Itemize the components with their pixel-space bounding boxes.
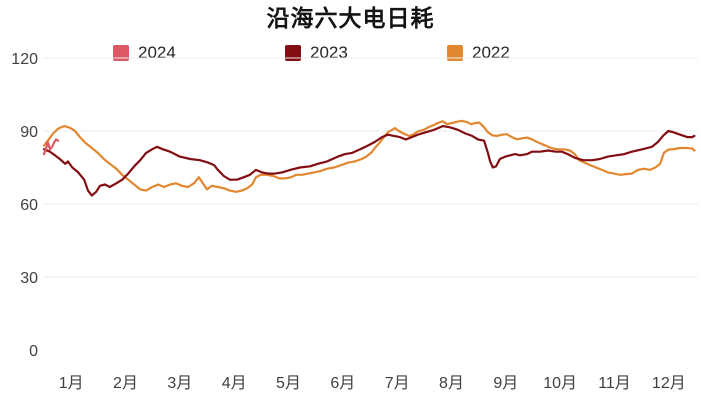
legend-label: 2022 [472, 43, 510, 62]
x-axis-tick-label: 9月 [493, 375, 518, 392]
x-axis-tick-label: 1月 [59, 375, 84, 392]
chart-title: 沿海六大电日耗 [266, 5, 435, 31]
x-axis-tick-label: 3月 [167, 375, 192, 392]
y-axis: 0 30 60 90 120 [11, 51, 38, 360]
series-line-2023 [42, 124, 696, 197]
x-axis-tick-label: 12月 [652, 375, 686, 392]
series-lines [42, 119, 696, 197]
legend: 2024 2023 2022 [0, 42, 701, 64]
x-axis-tick-label: 6月 [330, 375, 355, 392]
y-axis-tick-label: 120 [11, 51, 38, 68]
x-axis-tick-label: 4月 [222, 375, 247, 392]
legend-label: 2024 [138, 43, 176, 62]
legend-label: 2023 [310, 43, 348, 62]
x-axis-tick-label: 11月 [598, 375, 631, 392]
x-axis-tick-label: 5月 [276, 375, 301, 392]
y-axis-tick-label: 0 [29, 343, 38, 360]
legend-item-2023[interactable]: 2023 [285, 42, 348, 64]
y-axis-tick-label: 90 [20, 124, 38, 141]
x-axis-tick-label: 7月 [385, 375, 410, 392]
gridlines [43, 57, 698, 278]
x-axis-tick-label: 2月 [113, 375, 138, 392]
y-axis-tick-label: 30 [20, 270, 38, 287]
legend-swatch-2024 [113, 45, 129, 61]
y-axis-tick-label: 60 [20, 197, 38, 214]
series-line-2024 [42, 138, 60, 156]
legend-item-2022[interactable]: 2022 [447, 42, 510, 64]
x-axis: 1月 2月 3月 4月 5月 6月 7月 8月 9月 10月 11月 12月 [59, 375, 686, 392]
legend-swatch-2022 [447, 45, 463, 61]
legend-item-2024[interactable]: 2024 [113, 42, 176, 64]
legend-swatch-2023 [285, 45, 301, 61]
x-axis-tick-label: 10月 [543, 375, 577, 392]
x-axis-tick-label: 8月 [439, 375, 464, 392]
